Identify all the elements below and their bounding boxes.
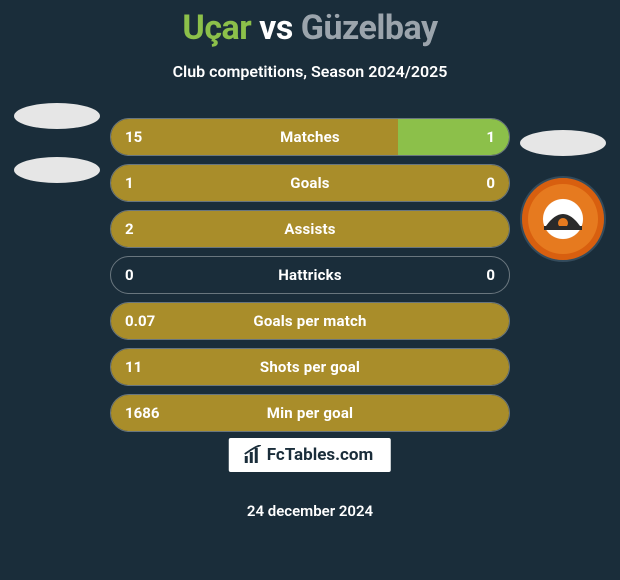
player1-avatar-placeholder bbox=[14, 100, 100, 186]
stat-label: Goals bbox=[111, 174, 509, 192]
avatar-ellipse bbox=[14, 103, 100, 129]
stat-row: 1Goals0 bbox=[110, 164, 510, 202]
chart-icon bbox=[243, 445, 263, 465]
date-text: 24 december 2024 bbox=[0, 502, 620, 520]
player1-name: Uçar bbox=[182, 8, 251, 48]
comparison-title: Uçar vs Güzelbay bbox=[0, 0, 620, 48]
brand-text: FcTables.com bbox=[267, 445, 373, 465]
stat-label: Shots per goal bbox=[111, 358, 509, 376]
stat-row: 2Assists bbox=[110, 210, 510, 248]
vs-separator: vs bbox=[259, 8, 293, 48]
stat-value-right: 0 bbox=[486, 266, 495, 284]
stat-label: Matches bbox=[111, 128, 509, 146]
stat-label: Min per goal bbox=[111, 404, 509, 422]
stat-value-right: 1 bbox=[486, 128, 495, 146]
stat-row: 0.07Goals per match bbox=[110, 302, 510, 340]
stats-rows: 15Matches11Goals02Assists0Hattricks00.07… bbox=[110, 118, 510, 432]
eagle-sun-icon bbox=[540, 196, 586, 242]
stat-row: 11Shots per goal bbox=[110, 348, 510, 386]
brand-badge: FcTables.com bbox=[229, 438, 391, 472]
stat-row: 1686Min per goal bbox=[110, 394, 510, 432]
stat-value-right: 0 bbox=[486, 174, 495, 192]
avatar-ellipse bbox=[520, 130, 606, 156]
stat-label: Hattricks bbox=[111, 266, 509, 284]
stat-row: 0Hattricks0 bbox=[110, 256, 510, 294]
player2-name: Güzelbay bbox=[301, 8, 438, 48]
avatar-ellipse bbox=[14, 157, 100, 183]
stat-row: 15Matches1 bbox=[110, 118, 510, 156]
player2-avatar-placeholder bbox=[520, 100, 606, 186]
subtitle: Club competitions, Season 2024/2025 bbox=[0, 62, 620, 81]
stat-label: Assists bbox=[111, 220, 509, 238]
club-badge bbox=[520, 176, 606, 262]
stat-label: Goals per match bbox=[111, 312, 509, 330]
